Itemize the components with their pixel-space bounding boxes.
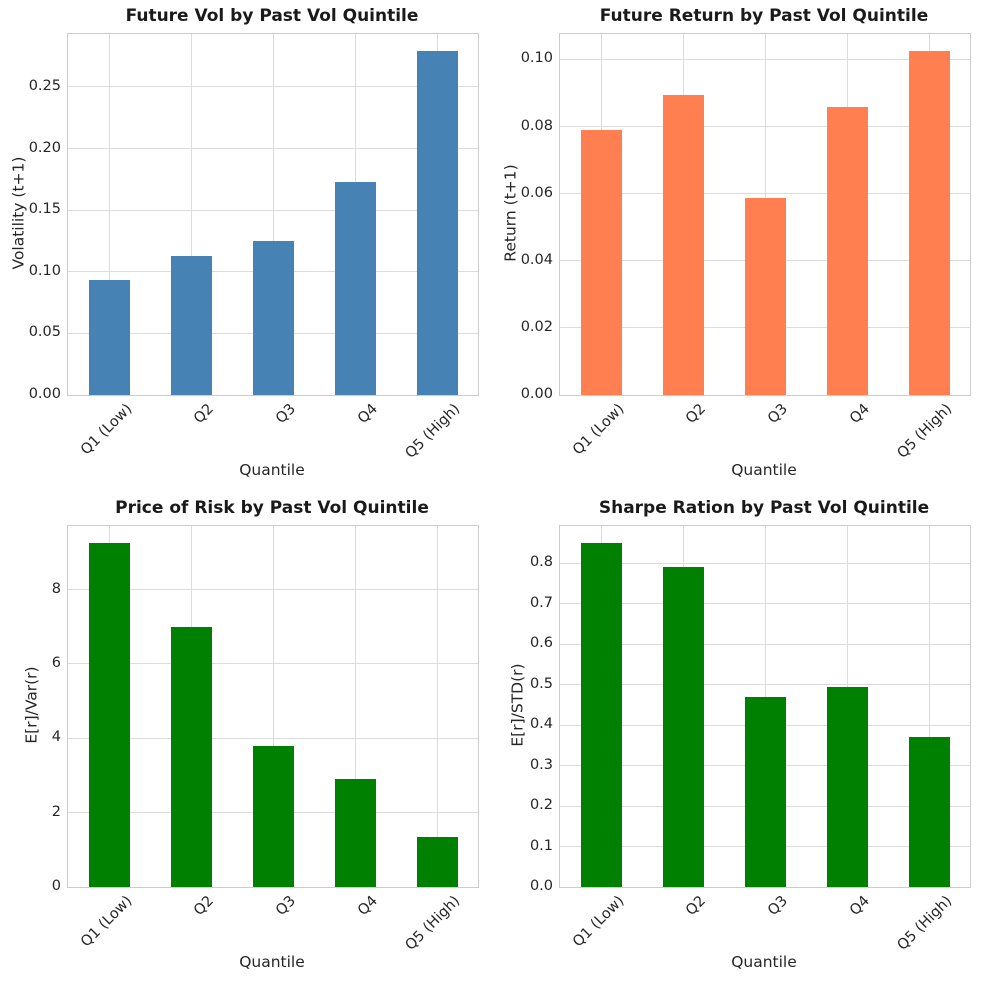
bar-q5-high <box>908 51 950 395</box>
bar-q3 <box>252 745 294 887</box>
chart-title: Price of Risk by Past Vol Quintile <box>115 498 429 518</box>
bar-q2 <box>170 626 212 887</box>
gridline <box>436 526 438 887</box>
y-tick-label: 0.15 <box>28 201 61 218</box>
y-tick-label: 0.06 <box>520 184 553 201</box>
bar-q5-high <box>416 836 458 887</box>
gridline <box>928 526 930 887</box>
y-tick-label: 0.10 <box>520 50 553 67</box>
y-tick-label: 4 <box>51 729 61 746</box>
x-tick-label: Q3 <box>273 401 300 427</box>
bar-q5-high <box>416 51 458 395</box>
y-tick-label: 2 <box>51 803 61 820</box>
y-tick-label: 0.20 <box>28 139 61 156</box>
y-tick-label: 0.08 <box>520 117 553 134</box>
plot-area <box>559 525 971 888</box>
y-tick-label: 0.5 <box>529 675 553 692</box>
y-tick-label: 0.7 <box>529 594 553 611</box>
plot-area <box>559 33 971 396</box>
y-tick-label: 0.3 <box>529 756 553 773</box>
x-tick-label: Q5 (High) <box>402 893 464 954</box>
x-tick-label: Q1 (Low) <box>77 893 136 951</box>
bar-q1-low <box>580 129 622 395</box>
x-axis-label: Quantile <box>239 461 305 479</box>
chart-title: Sharpe Ration by Past Vol Quintile <box>598 498 930 518</box>
sharpe-ratio-chart: Sharpe Ration by Past Vol Quintile E[r]/… <box>492 492 984 983</box>
x-axis-label: Quantile <box>731 953 797 971</box>
gridline <box>108 34 110 395</box>
y-tick-label: 0.00 <box>28 386 61 402</box>
bar-q2 <box>662 95 704 395</box>
plot-area <box>67 33 479 396</box>
y-tick-label: 0.4 <box>529 716 553 733</box>
price-of-risk-chart: Price of Risk by Past Vol Quintile E[r]/… <box>0 492 492 983</box>
bar-q4 <box>826 107 868 395</box>
y-tick-label: 0.2 <box>529 797 553 814</box>
x-tick-label: Q5 (High) <box>894 893 956 954</box>
bar-q1-low <box>88 543 130 887</box>
bar-q2 <box>170 255 212 395</box>
x-tick-label: Q2 <box>683 893 710 919</box>
x-tick-label: Q1 (Low) <box>569 893 628 951</box>
y-tick-label: 0.02 <box>520 318 553 335</box>
x-tick-label: Q4 <box>355 401 382 427</box>
y-tick-label: 0.0 <box>529 878 553 894</box>
chart-title: Future Vol by Past Vol Quintile <box>125 6 419 26</box>
bar-q5-high <box>908 737 950 887</box>
y-tick-label: 0.1 <box>529 837 553 854</box>
bar-q3 <box>744 696 786 887</box>
plot-area <box>67 525 479 888</box>
x-tick-label: Q4 <box>847 401 874 427</box>
bar-q2 <box>662 567 704 887</box>
x-tick-label: Q3 <box>765 893 792 919</box>
x-tick-label: Q3 <box>273 893 300 919</box>
x-tick-label: Q3 <box>765 401 792 427</box>
bar-q1-low <box>88 280 130 395</box>
future-vol-chart: Future Vol by Past Vol Quintile Volatili… <box>0 0 492 492</box>
bar-q1-low <box>580 543 622 887</box>
x-axis-label: Quantile <box>239 953 305 971</box>
x-tick-label: Q4 <box>847 893 874 919</box>
gridline <box>272 526 274 887</box>
gridline <box>272 34 274 395</box>
y-tick-label: 8 <box>51 580 61 597</box>
gridline <box>190 34 192 395</box>
bar-q4 <box>826 686 868 887</box>
y-tick-label: 0.8 <box>529 554 553 571</box>
x-tick-label: Q4 <box>355 893 382 919</box>
y-tick-label: 0.25 <box>28 77 61 94</box>
x-tick-label: Q5 (High) <box>402 401 464 462</box>
chart-title: Future Return by Past Vol Quintile <box>599 6 929 26</box>
x-tick-label: Q5 (High) <box>894 401 956 462</box>
y-tick-label: 0.10 <box>28 262 61 279</box>
x-axis-label: Quantile <box>731 461 797 479</box>
x-tick-label: Q2 <box>683 401 710 427</box>
gridline <box>354 526 356 887</box>
y-tick-label: 6 <box>51 654 61 671</box>
future-return-chart: Future Return by Past Vol Quintile Retur… <box>492 0 984 492</box>
y-axis-label: Return (t+1) <box>501 164 519 262</box>
x-tick-label: Q2 <box>191 401 218 427</box>
bar-q3 <box>252 241 294 395</box>
y-tick-label: 0 <box>51 878 61 894</box>
y-tick-label: 0.00 <box>520 386 553 402</box>
y-axis-label: E[r]/STD(r) <box>508 663 526 747</box>
y-tick-label: 0.6 <box>529 635 553 652</box>
x-tick-label: Q1 (Low) <box>77 401 136 459</box>
bar-q4 <box>334 779 376 887</box>
x-tick-label: Q2 <box>191 893 218 919</box>
y-tick-label: 0.04 <box>520 251 553 268</box>
x-tick-label: Q1 (Low) <box>569 401 628 459</box>
bar-q4 <box>334 181 376 395</box>
y-tick-label: 0.05 <box>28 324 61 341</box>
bar-q3 <box>744 198 786 395</box>
